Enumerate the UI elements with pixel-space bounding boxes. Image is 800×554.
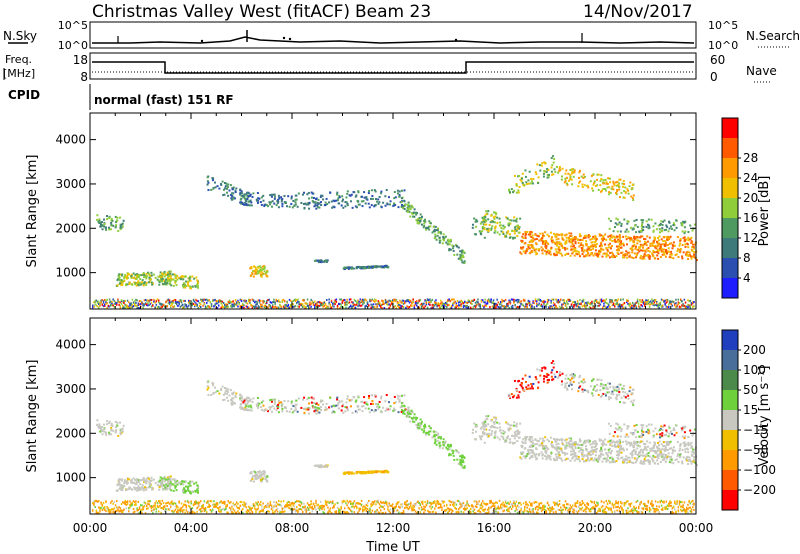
power-y-axis-label: Slant Range [km]: [25, 155, 40, 268]
station-title: Christmas Valley West (fitACF): [92, 2, 350, 22]
velocity-colorbar-tick: −200: [743, 483, 776, 497]
date-label: 14/Nov/2017: [583, 2, 693, 22]
power-colorbar-label: Power [dB]: [757, 176, 772, 247]
power-colorbar-tick: 20: [743, 191, 758, 205]
velocity-colorbar-segment: [722, 390, 738, 410]
noise-panel: N.Sky 10^5 10^0 10^5 10^0 N.Search: [3, 19, 800, 52]
power-colorbar-segment: [722, 198, 738, 218]
velocity-colorbar-tick: −50: [743, 443, 768, 457]
power-colorbar-tick: 24: [743, 171, 758, 185]
velocity-colorbar-segment: [722, 350, 738, 370]
power-colorbar-segment: [722, 158, 738, 178]
power-ytick-label: 2000: [55, 221, 86, 235]
velocity-colorbar-tick: −15: [743, 423, 768, 437]
power-colorbar-tick: 28: [743, 151, 758, 165]
velocity-colorbar-segment: [722, 490, 738, 510]
nave-label: Nave: [746, 64, 777, 78]
power-colorbar: 4 8 12 16 20 24 28: [721, 117, 758, 299]
power-colorbar-tick: 8: [743, 251, 751, 265]
power-colorbar-segment: [722, 258, 738, 278]
power-ytick-label: 3000: [55, 177, 86, 191]
velocity-colorbar-segment: [722, 370, 738, 390]
noise-tick-top: 10^5: [58, 19, 88, 32]
nave-tick-60: 60: [710, 53, 725, 67]
velocity-colorbar-segment: [722, 410, 738, 430]
velocity-scatter-layer: [92, 360, 698, 515]
power-colorbar-segment: [722, 218, 738, 238]
freq-label-line2: [MHz]: [3, 67, 35, 80]
x-tick-label: 16:00: [477, 521, 512, 535]
velocity-colorbar-tick: 100: [743, 363, 766, 377]
power-ytick-label: 1000: [55, 266, 86, 280]
power-colorbar-tick: 4: [743, 271, 751, 285]
power-colorbar-tick: 12: [743, 231, 758, 245]
noise-tick-bottom: 10^0: [58, 39, 88, 52]
velocity-colorbar-label: Velocity [m s⁻¹]: [757, 366, 772, 467]
x-axis-label: Time UT: [365, 540, 419, 554]
noise-search-label: N.Search: [746, 29, 800, 43]
noise-right-tick-bottom: 10^0: [708, 39, 738, 52]
power-y-ticks: 1000 2000 3000 4000: [55, 133, 696, 280]
velocity-colorbar-tick: 200: [743, 343, 766, 357]
x-tick-label: 04:00: [174, 521, 209, 535]
velocity-ytick-label: 1000: [55, 471, 86, 485]
velocity-panel: 1000 2000 3000 4000 00:00 04:00 08:00 12:00 16:…: [25, 317, 776, 554]
velocity-ytick-label: 3000: [55, 382, 86, 396]
x-tick-label: 08:00: [275, 521, 310, 535]
x-tick-label: 00:00: [73, 521, 108, 535]
power-colorbar-segment: [722, 238, 738, 258]
velocity-colorbar-segment: [722, 330, 738, 350]
power-colorbar-segment: [722, 178, 738, 198]
velocity-colorbar: 200 100 50 15 −15 −50 −100 −200: [721, 329, 776, 511]
power-ytick-label: 4000: [55, 133, 86, 147]
velocity-colorbar-tick: 50: [743, 383, 758, 397]
velocity-colorbar-tick: −100: [743, 463, 776, 477]
beam-label: Beam 23: [355, 2, 431, 22]
velocity-colorbar-tick: 15: [743, 403, 758, 417]
velocity-y-ticks: 1000 2000 3000 4000: [55, 338, 696, 485]
velocity-ytick-label: 4000: [55, 338, 86, 352]
x-tick-label: 00:00: [679, 521, 714, 535]
nave-tick-0: 0: [710, 70, 718, 84]
velocity-ytick-label: 2000: [55, 426, 86, 440]
power-colorbar-segment: [722, 118, 738, 138]
power-scatter-layer: [92, 155, 698, 310]
velocity-colorbar-segment: [722, 470, 738, 490]
power-colorbar-tick: 16: [743, 211, 758, 225]
freq-tick-18: 18: [73, 53, 88, 67]
freq-tick-8: 8: [80, 70, 88, 84]
cpid-value: normal (fast) 151 RF: [94, 93, 234, 107]
velocity-x-ticks: 00:00 04:00 08:00 12:00 16:00 20:00 00:00: [73, 318, 714, 535]
velocity-colorbar-segment: [722, 430, 738, 450]
frequency-trace: [92, 61, 694, 74]
power-colorbar-segment: [722, 138, 738, 158]
cpid-label: CPID: [8, 88, 40, 102]
noise-sky-label: N.Sky: [3, 29, 37, 43]
velocity-colorbar-segment: [722, 450, 738, 470]
velocity-y-axis-label: Slant Range [km]: [25, 360, 40, 473]
frequency-panel: Freq. [MHz] 18 8 60 0 Nave: [3, 52, 777, 84]
x-tick-label: 12:00: [376, 521, 411, 535]
power-x-ticks: [89, 113, 697, 309]
freq-label-line1: Freq.: [5, 53, 32, 66]
x-tick-label: 20:00: [578, 521, 613, 535]
noise-right-tick-top: 10^5: [708, 19, 738, 32]
power-colorbar-segment: [722, 278, 738, 298]
noise-trace: [92, 36, 695, 44]
power-panel: 1000 2000 3000 4000 Slant Range [km] 4 8 12 16…: [25, 112, 772, 310]
